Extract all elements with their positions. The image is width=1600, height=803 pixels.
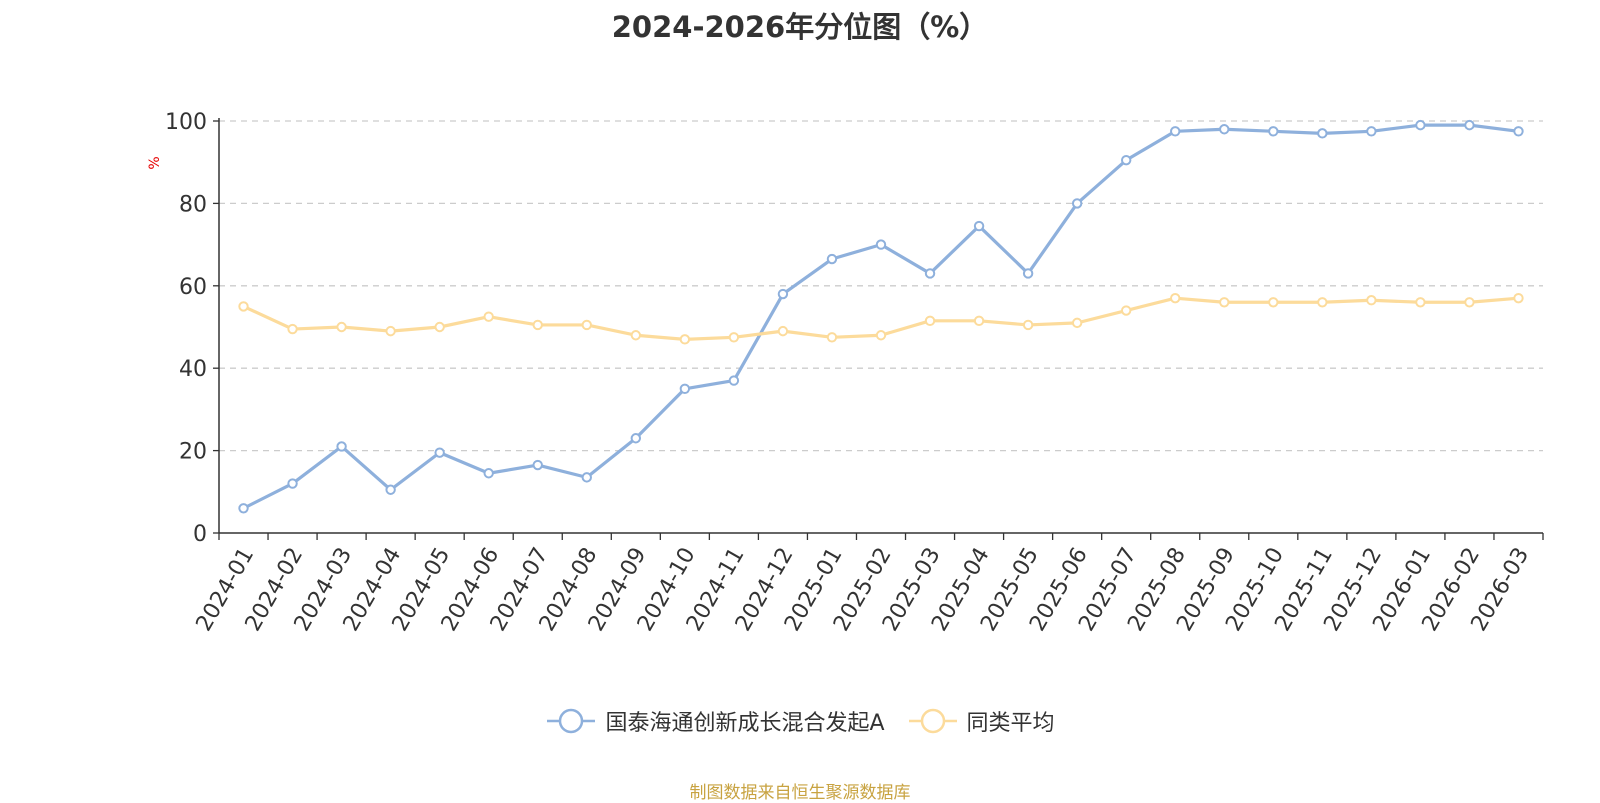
data-point[interactable]	[924, 315, 936, 327]
data-point[interactable]	[238, 301, 249, 312]
legend: 国泰海通创新成长混合发起A 同类平均	[0, 705, 1600, 737]
series-lines	[238, 119, 1524, 514]
data-point[interactable]	[973, 220, 985, 232]
data-point[interactable]	[777, 288, 789, 300]
data-point[interactable]	[532, 459, 543, 471]
y-tick-label: 80	[179, 192, 207, 217]
data-point[interactable]	[1464, 119, 1475, 131]
data-point[interactable]	[1317, 297, 1328, 308]
data-point[interactable]	[1513, 126, 1524, 137]
data-point[interactable]	[1366, 295, 1377, 306]
data-point[interactable]	[1317, 128, 1328, 139]
series-group	[238, 119, 1524, 514]
legend-label: 国泰海通创新成长混合发起A	[605, 711, 885, 736]
data-point[interactable]	[1415, 119, 1426, 131]
data-point[interactable]	[1071, 198, 1083, 209]
legend-marker-icon	[547, 708, 596, 734]
data-point[interactable]	[973, 315, 985, 327]
data-point[interactable]	[1120, 305, 1132, 316]
data-point[interactable]	[434, 447, 445, 458]
data-point[interactable]	[434, 321, 445, 333]
legend-item[interactable]: 同类平均	[907, 705, 1055, 737]
data-point[interactable]	[238, 503, 249, 514]
data-point[interactable]	[630, 330, 642, 341]
y-tick-label: 0	[193, 522, 207, 547]
data-point[interactable]	[1513, 292, 1524, 304]
axes: 0204060801002024-012024-022024-032024-04…	[165, 110, 1544, 636]
legend-label: 同类平均	[966, 711, 1055, 736]
data-point[interactable]	[1170, 292, 1181, 304]
data-point[interactable]	[1120, 154, 1132, 166]
data-point[interactable]	[1170, 126, 1181, 137]
source-note: 制图数据来自恒生聚源数据库	[689, 783, 911, 803]
data-point[interactable]	[924, 268, 936, 279]
data-point[interactable]	[826, 332, 838, 343]
chart-title: 2024-2026年分位图（%）	[611, 10, 989, 44]
y-axis-title: %	[147, 156, 163, 169]
data-point[interactable]	[287, 323, 298, 335]
data-point[interactable]	[336, 441, 347, 452]
data-point[interactable]	[875, 239, 887, 250]
y-tick-label: 60	[179, 275, 207, 300]
legend-item[interactable]: 国泰海通创新成长混合发起A	[545, 705, 885, 737]
data-point[interactable]	[483, 468, 494, 479]
data-point[interactable]	[1268, 126, 1279, 137]
data-point[interactable]	[581, 472, 592, 483]
data-point[interactable]	[532, 319, 543, 331]
data-point[interactable]	[1022, 268, 1034, 279]
data-point[interactable]	[287, 478, 298, 489]
data-point[interactable]	[336, 321, 347, 333]
data-point[interactable]	[777, 325, 789, 337]
data-point[interactable]	[1219, 297, 1230, 308]
data-point[interactable]	[483, 311, 494, 322]
legend-marker-icon	[908, 708, 957, 734]
data-point[interactable]	[1415, 297, 1426, 308]
grid-lines	[219, 120, 1543, 452]
data-point[interactable]	[728, 332, 740, 343]
data-point[interactable]	[1219, 124, 1230, 135]
data-point[interactable]	[1071, 317, 1083, 329]
y-tick-label: 40	[179, 357, 207, 382]
data-point[interactable]	[875, 330, 887, 341]
data-point[interactable]	[1022, 319, 1034, 331]
series-group	[238, 292, 1524, 345]
data-point[interactable]	[1464, 297, 1475, 308]
data-point[interactable]	[581, 319, 592, 331]
data-point[interactable]	[826, 253, 838, 265]
data-point[interactable]	[728, 375, 740, 386]
data-point[interactable]	[679, 334, 691, 345]
data-point[interactable]	[679, 383, 691, 394]
data-point[interactable]	[630, 433, 642, 444]
data-point[interactable]	[385, 325, 396, 337]
data-point[interactable]	[385, 484, 396, 495]
y-tick-label: 100	[165, 110, 207, 135]
data-point[interactable]	[1268, 297, 1279, 308]
y-tick-label: 20	[179, 440, 207, 465]
data-point[interactable]	[1366, 126, 1377, 137]
